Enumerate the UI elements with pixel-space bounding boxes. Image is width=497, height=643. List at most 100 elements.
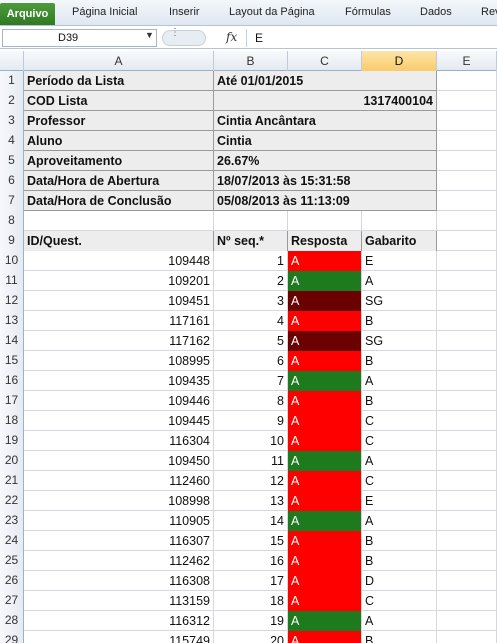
- tab-pagina-inicial[interactable]: Página Inicial: [72, 6, 138, 18]
- gabarito-cell[interactable]: A: [362, 271, 437, 291]
- row-header[interactable]: 10: [0, 251, 24, 271]
- resposta-cell[interactable]: A: [288, 391, 362, 411]
- seq-cell[interactable]: 5: [214, 331, 288, 351]
- id-cell[interactable]: 109448: [24, 251, 214, 271]
- row-header[interactable]: 2: [0, 91, 24, 111]
- id-cell[interactable]: 108995: [24, 351, 214, 371]
- empty-cell[interactable]: [437, 611, 497, 631]
- empty-cell[interactable]: [437, 371, 497, 391]
- empty-cell[interactable]: [24, 211, 214, 231]
- empty-cell[interactable]: [437, 151, 497, 171]
- empty-cell[interactable]: [362, 211, 437, 231]
- gabarito-cell[interactable]: B: [362, 551, 437, 571]
- empty-cell[interactable]: [437, 391, 497, 411]
- row-header[interactable]: 12: [0, 291, 24, 311]
- column-header-a[interactable]: A: [24, 51, 214, 71]
- resposta-cell[interactable]: A: [288, 411, 362, 431]
- id-cell[interactable]: 108998: [24, 491, 214, 511]
- id-cell[interactable]: 117162: [24, 331, 214, 351]
- empty-cell[interactable]: [437, 491, 497, 511]
- info-value-cell[interactable]: Cintia: [214, 131, 437, 151]
- seq-cell[interactable]: 18: [214, 591, 288, 611]
- gabarito-cell[interactable]: A: [362, 611, 437, 631]
- gabarito-cell[interactable]: C: [362, 471, 437, 491]
- resposta-cell[interactable]: A: [288, 551, 362, 571]
- tab-revisao[interactable]: Revisão: [481, 6, 497, 18]
- empty-cell[interactable]: [288, 211, 362, 231]
- row-header[interactable]: 11: [0, 271, 24, 291]
- tab-formulas[interactable]: Fórmulas: [345, 6, 391, 18]
- resposta-cell[interactable]: A: [288, 491, 362, 511]
- info-label-cell[interactable]: Data/Hora de Conclusão: [24, 191, 214, 211]
- resposta-cell[interactable]: A: [288, 531, 362, 551]
- info-value-cell[interactable]: Até 01/01/2015: [214, 71, 437, 91]
- empty-cell[interactable]: [437, 351, 497, 371]
- empty-cell[interactable]: [437, 511, 497, 531]
- id-cell[interactable]: 109445: [24, 411, 214, 431]
- resposta-cell[interactable]: A: [288, 271, 362, 291]
- row-header[interactable]: 24: [0, 531, 24, 551]
- info-value-cell[interactable]: Cintia Ancântara: [214, 111, 437, 131]
- id-cell[interactable]: 109201: [24, 271, 214, 291]
- info-value-cell[interactable]: 26.67%: [214, 151, 437, 171]
- gabarito-cell[interactable]: B: [362, 311, 437, 331]
- seq-cell[interactable]: 14: [214, 511, 288, 531]
- resposta-cell[interactable]: A: [288, 451, 362, 471]
- info-value-cell[interactable]: 05/08/2013 às 11:13:09: [214, 191, 437, 211]
- row-header[interactable]: 27: [0, 591, 24, 611]
- seq-cell[interactable]: 13: [214, 491, 288, 511]
- gabarito-cell[interactable]: SG: [362, 331, 437, 351]
- gabarito-cell[interactable]: C: [362, 431, 437, 451]
- info-label-cell[interactable]: Data/Hora de Abertura: [24, 171, 214, 191]
- gabarito-cell[interactable]: A: [362, 371, 437, 391]
- select-all-corner[interactable]: [0, 51, 24, 71]
- row-header[interactable]: 8: [0, 211, 24, 231]
- empty-cell[interactable]: [437, 271, 497, 291]
- seq-cell[interactable]: 15: [214, 531, 288, 551]
- empty-cell[interactable]: [437, 251, 497, 271]
- row-header[interactable]: 5: [0, 151, 24, 171]
- id-cell[interactable]: 109451: [24, 291, 214, 311]
- empty-cell[interactable]: [437, 311, 497, 331]
- resposta-cell[interactable]: A: [288, 631, 362, 643]
- empty-cell[interactable]: [214, 211, 288, 231]
- gabarito-cell[interactable]: C: [362, 591, 437, 611]
- row-header[interactable]: 9: [0, 231, 24, 251]
- row-header[interactable]: 20: [0, 451, 24, 471]
- gabarito-cell[interactable]: D: [362, 571, 437, 591]
- header-id-cell[interactable]: ID/Quest.: [24, 231, 214, 251]
- id-cell[interactable]: 116308: [24, 571, 214, 591]
- empty-cell[interactable]: [437, 171, 497, 191]
- row-header[interactable]: 13: [0, 311, 24, 331]
- gabarito-cell[interactable]: B: [362, 531, 437, 551]
- resposta-cell[interactable]: A: [288, 351, 362, 371]
- info-value-cell[interactable]: 1317400104: [214, 91, 437, 111]
- seq-cell[interactable]: 16: [214, 551, 288, 571]
- info-value-cell[interactable]: 18/07/2013 às 15:31:58: [214, 171, 437, 191]
- row-header[interactable]: 15: [0, 351, 24, 371]
- gabarito-cell[interactable]: E: [362, 491, 437, 511]
- info-label-cell[interactable]: Aproveitamento: [24, 151, 214, 171]
- row-header[interactable]: 26: [0, 571, 24, 591]
- id-cell[interactable]: 113159: [24, 591, 214, 611]
- empty-cell[interactable]: [437, 551, 497, 571]
- empty-cell[interactable]: [437, 91, 497, 111]
- empty-cell[interactable]: [437, 531, 497, 551]
- resposta-cell[interactable]: A: [288, 311, 362, 331]
- resposta-cell[interactable]: A: [288, 431, 362, 451]
- resposta-cell[interactable]: A: [288, 371, 362, 391]
- empty-cell[interactable]: [437, 411, 497, 431]
- id-cell[interactable]: 109446: [24, 391, 214, 411]
- seq-cell[interactable]: 20: [214, 631, 288, 643]
- chevron-down-icon[interactable]: ▼: [145, 30, 154, 40]
- seq-cell[interactable]: 2: [214, 271, 288, 291]
- column-header-c[interactable]: C: [288, 51, 362, 71]
- tab-layout-da-pagina[interactable]: Layout da Página: [229, 6, 315, 18]
- gabarito-cell[interactable]: A: [362, 511, 437, 531]
- empty-cell[interactable]: [437, 211, 497, 231]
- header-gabarito-cell[interactable]: Gabarito: [362, 231, 437, 251]
- gabarito-cell[interactable]: A: [362, 451, 437, 471]
- seq-cell[interactable]: 11: [214, 451, 288, 471]
- info-label-cell[interactable]: COD Lista: [24, 91, 214, 111]
- empty-cell[interactable]: [437, 291, 497, 311]
